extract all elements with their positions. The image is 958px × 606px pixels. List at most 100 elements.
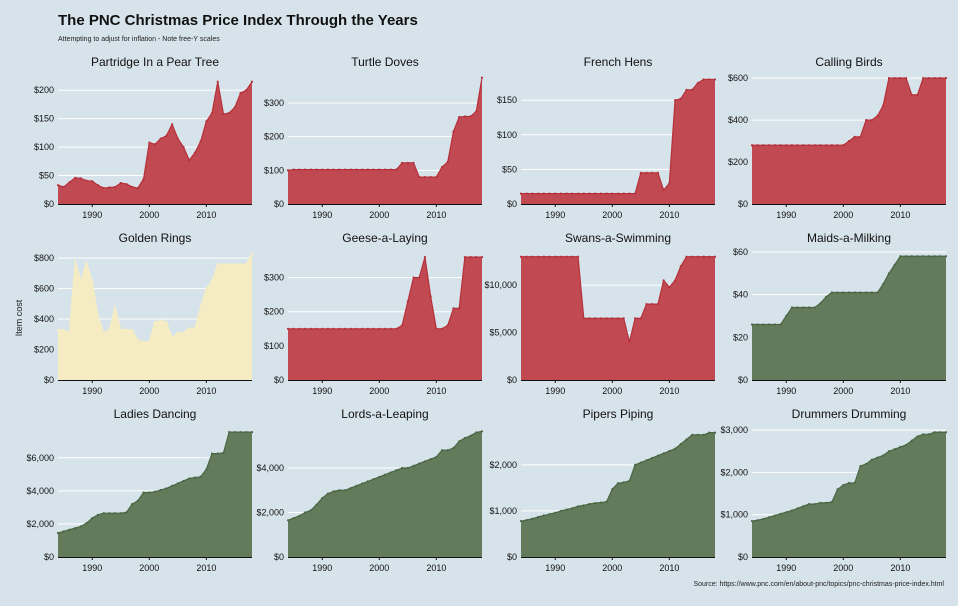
calling-birds-point bbox=[916, 93, 919, 96]
partridge-in-a-pear-tree-area bbox=[58, 81, 252, 204]
geese-a-laying-point bbox=[389, 327, 392, 330]
drummers-drumming-point bbox=[893, 448, 896, 451]
french-hens-point bbox=[525, 192, 528, 195]
drummers-drumming-point bbox=[859, 464, 862, 468]
drummers-drumming-point bbox=[876, 456, 879, 459]
calling-birds-point bbox=[870, 118, 873, 122]
lords-a-leaping-x-tick-label: 1990 bbox=[312, 563, 332, 573]
lords-a-leaping-point bbox=[423, 460, 427, 463]
ladies-dancing-point bbox=[91, 517, 94, 520]
geese-a-laying-point bbox=[401, 324, 404, 327]
turtle-doves-point bbox=[343, 168, 347, 171]
geese-a-laying-y-tick-label: $100 bbox=[264, 341, 284, 351]
drummers-drumming-point bbox=[847, 481, 851, 485]
ladies-dancing-point bbox=[96, 513, 100, 516]
maids-a-milking-point bbox=[830, 291, 833, 294]
swans-a-swimming-point bbox=[656, 303, 660, 306]
partridge-in-a-pear-tree-y-tick-label: $200 bbox=[34, 85, 54, 95]
golden-rings-point bbox=[233, 263, 236, 266]
french-hens-point bbox=[542, 192, 545, 195]
drummers-drumming-point bbox=[836, 488, 839, 491]
french-hens-point bbox=[571, 192, 574, 195]
turtle-doves-y-tick-label: $0 bbox=[274, 199, 284, 209]
drummers-drumming-point bbox=[939, 431, 942, 434]
lords-a-leaping-point bbox=[326, 492, 330, 495]
golden-rings-point bbox=[85, 261, 88, 264]
swans-a-swimming-point bbox=[702, 255, 705, 258]
ladies-dancing-point bbox=[239, 431, 242, 434]
golden-rings-point bbox=[165, 320, 168, 324]
maids-a-milking-point bbox=[796, 306, 799, 309]
turtle-doves-point bbox=[480, 76, 484, 79]
drummers-drumming-point bbox=[796, 507, 799, 510]
french-hens-y-tick-label: $50 bbox=[502, 164, 517, 174]
swans-a-swimming-y-tick-label: $0 bbox=[507, 375, 517, 385]
calling-birds-point bbox=[773, 144, 776, 147]
swans-a-swimming-point bbox=[651, 303, 654, 306]
turtle-doves-x-tick-label: 2000 bbox=[369, 210, 389, 220]
drummers-drumming-point bbox=[762, 517, 765, 521]
french-hens-point bbox=[622, 192, 625, 195]
calling-birds-point bbox=[807, 144, 811, 147]
lords-a-leaping-point bbox=[378, 475, 381, 479]
geese-a-laying-point bbox=[361, 327, 364, 330]
maids-a-milking-y-tick-label: $20 bbox=[733, 332, 748, 342]
geese-a-laying-point bbox=[338, 327, 341, 330]
partridge-in-a-pear-tree-point bbox=[96, 184, 100, 187]
golden-rings-point bbox=[176, 331, 179, 334]
partridge-in-a-pear-tree-point bbox=[148, 141, 151, 144]
maids-a-milking-point bbox=[842, 291, 845, 294]
pipers-piping-point bbox=[645, 459, 648, 462]
ladies-dancing-point bbox=[210, 452, 214, 455]
drummers-drumming-point bbox=[813, 503, 816, 506]
geese-a-laying-point bbox=[366, 327, 369, 330]
golden-rings-point bbox=[74, 260, 77, 263]
geese-a-laying-point bbox=[292, 327, 295, 330]
french-hens-point bbox=[548, 192, 551, 195]
turtle-doves-point bbox=[446, 160, 449, 163]
partridge-in-a-pear-tree-point bbox=[193, 151, 197, 154]
lords-a-leaping-point bbox=[418, 462, 421, 465]
calling-birds-point bbox=[882, 104, 885, 107]
turtle-doves-y-tick-label: $100 bbox=[264, 165, 284, 175]
ladies-dancing-point bbox=[222, 451, 225, 454]
lords-a-leaping-y-tick-label: $4,000 bbox=[256, 463, 284, 473]
lords-a-leaping-point bbox=[389, 471, 392, 474]
calling-birds-point bbox=[853, 135, 856, 138]
partridge-in-a-pear-tree-point bbox=[239, 91, 242, 95]
golden-rings-point bbox=[102, 331, 105, 334]
partridge-in-a-pear-tree-point bbox=[136, 186, 139, 190]
turtle-doves-point bbox=[309, 168, 312, 171]
maids-a-milking-point bbox=[944, 255, 948, 258]
geese-a-laying-point bbox=[475, 256, 478, 259]
french-hens-point bbox=[702, 78, 705, 81]
ladies-dancing-point bbox=[62, 530, 65, 533]
golden-rings-point bbox=[171, 336, 174, 339]
geese-a-laying-point bbox=[326, 327, 330, 330]
swans-a-swimming-point bbox=[548, 255, 551, 258]
ladies-dancing-point bbox=[216, 452, 219, 455]
lords-a-leaping-point bbox=[480, 430, 484, 433]
calling-birds-point bbox=[790, 144, 794, 147]
partridge-in-a-pear-tree-point bbox=[205, 120, 208, 123]
french-hens-point bbox=[537, 192, 540, 195]
partridge-in-a-pear-tree-point bbox=[171, 123, 174, 126]
pipers-piping-point bbox=[708, 431, 711, 434]
golden-rings-point bbox=[119, 328, 122, 331]
geese-a-laying-point bbox=[418, 276, 421, 279]
drummers-drumming-point bbox=[882, 454, 885, 457]
ladies-dancing-point bbox=[193, 476, 197, 479]
drummers-drumming-point bbox=[910, 439, 913, 442]
maids-a-milking-point bbox=[939, 255, 942, 258]
golden-rings-point bbox=[239, 263, 242, 266]
maids-a-milking-x-tick-label: 2010 bbox=[890, 386, 910, 396]
partridge-in-a-pear-tree-point bbox=[108, 186, 111, 189]
drummers-drumming-point bbox=[768, 516, 771, 519]
turtle-doves-x-tick-label: 2010 bbox=[426, 210, 446, 220]
maids-a-milking-x-tick-label: 1990 bbox=[776, 386, 796, 396]
lords-a-leaping-point bbox=[469, 434, 472, 437]
golden-rings-point bbox=[159, 319, 162, 322]
maids-a-milking-point bbox=[825, 295, 828, 298]
maids-a-milking-x-tick-label: 2000 bbox=[833, 386, 853, 396]
french-hens-point bbox=[656, 171, 660, 174]
